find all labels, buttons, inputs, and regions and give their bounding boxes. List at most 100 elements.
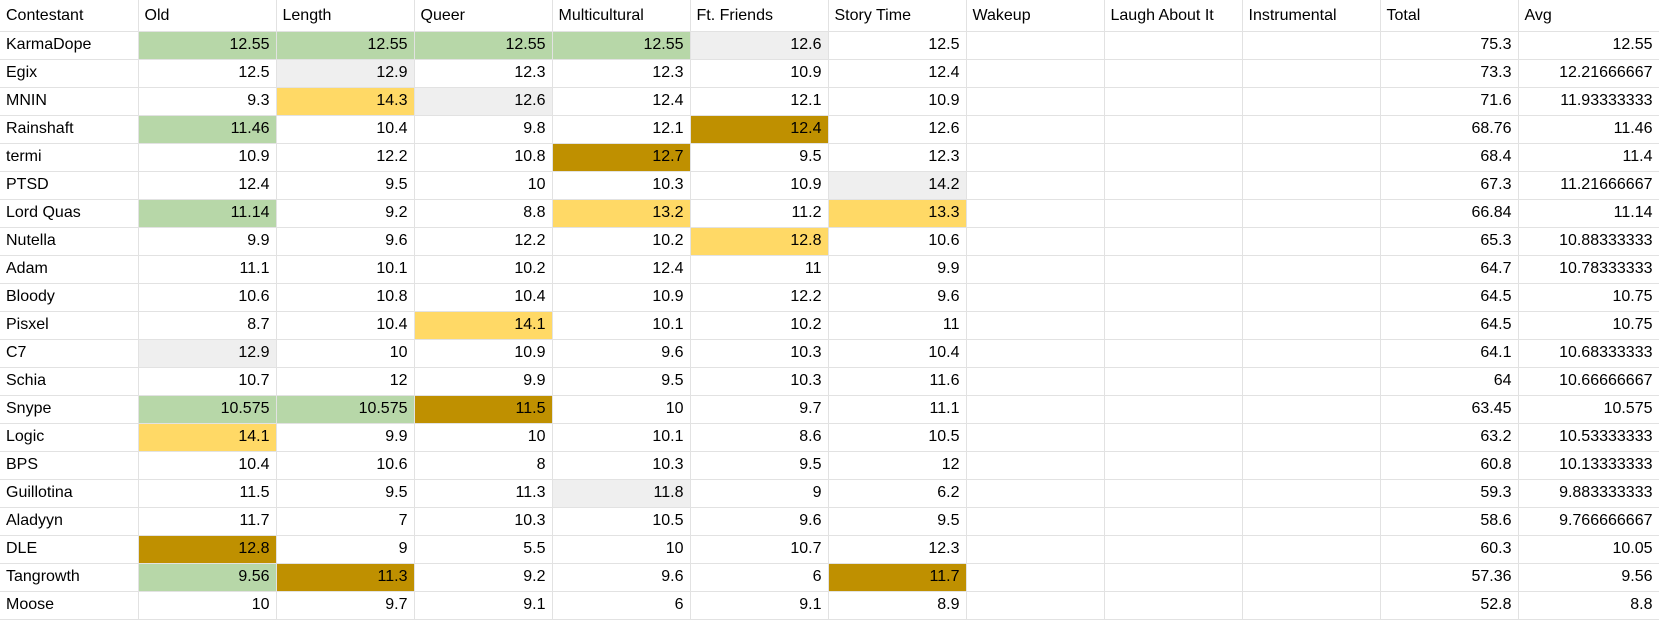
score-cell-multicultural[interactable]: 9.6 xyxy=(552,339,691,368)
score-cell-multicultural[interactable]: 9.5 xyxy=(552,367,691,396)
score-cell-wakeup[interactable] xyxy=(966,255,1105,284)
score-cell-total[interactable]: 64 xyxy=(1380,367,1519,396)
score-cell-ft-friends[interactable]: 12.6 xyxy=(690,31,829,60)
score-cell-story-time[interactable]: 11.7 xyxy=(828,563,967,592)
contestant-name-cell[interactable]: Bloody xyxy=(0,283,139,312)
score-cell-old[interactable]: 11.46 xyxy=(138,115,277,144)
score-cell-avg[interactable]: 9.766666667 xyxy=(1518,507,1659,536)
score-cell-avg[interactable]: 11.21666667 xyxy=(1518,171,1659,200)
score-cell-ft-friends[interactable]: 9.5 xyxy=(690,143,829,172)
score-cell-avg[interactable]: 10.13333333 xyxy=(1518,451,1659,480)
score-cell-length[interactable]: 10.575 xyxy=(276,395,415,424)
score-cell-ft-friends[interactable]: 10.2 xyxy=(690,311,829,340)
score-cell-queer[interactable]: 8.8 xyxy=(414,199,553,228)
score-cell-story-time[interactable]: 10.9 xyxy=(828,87,967,116)
score-cell-instrumental[interactable] xyxy=(1242,87,1381,116)
score-cell-avg[interactable]: 11.4 xyxy=(1518,143,1659,172)
score-cell-avg[interactable]: 10.78333333 xyxy=(1518,255,1659,284)
score-cell-ft-friends[interactable]: 12.2 xyxy=(690,283,829,312)
contestant-name-cell[interactable]: Schia xyxy=(0,367,139,396)
score-cell-old[interactable]: 12.55 xyxy=(138,31,277,60)
score-cell-old[interactable]: 10.575 xyxy=(138,395,277,424)
score-cell-instrumental[interactable] xyxy=(1242,563,1381,592)
score-cell-laugh-about-it[interactable] xyxy=(1104,255,1243,284)
score-cell-wakeup[interactable] xyxy=(966,143,1105,172)
score-cell-wakeup[interactable] xyxy=(966,339,1105,368)
score-cell-ft-friends[interactable]: 10.7 xyxy=(690,535,829,564)
score-cell-instrumental[interactable] xyxy=(1242,423,1381,452)
score-cell-length[interactable]: 10.1 xyxy=(276,255,415,284)
score-cell-length[interactable]: 9.6 xyxy=(276,227,415,256)
score-cell-multicultural[interactable]: 10.5 xyxy=(552,507,691,536)
score-cell-wakeup[interactable] xyxy=(966,199,1105,228)
score-cell-total[interactable]: 65.3 xyxy=(1380,227,1519,256)
score-cell-instrumental[interactable] xyxy=(1242,283,1381,312)
header-cell-avg[interactable]: Avg xyxy=(1518,0,1659,32)
contestant-name-cell[interactable]: Guillotina xyxy=(0,479,139,508)
score-cell-queer[interactable]: 10 xyxy=(414,423,553,452)
score-cell-laugh-about-it[interactable] xyxy=(1104,451,1243,480)
score-cell-total[interactable]: 60.3 xyxy=(1380,535,1519,564)
header-cell-instrumental[interactable]: Instrumental xyxy=(1242,0,1381,32)
score-cell-old[interactable]: 8.7 xyxy=(138,311,277,340)
score-cell-queer[interactable]: 14.1 xyxy=(414,311,553,340)
score-cell-queer[interactable]: 9.2 xyxy=(414,563,553,592)
score-cell-story-time[interactable]: 12.6 xyxy=(828,115,967,144)
score-cell-story-time[interactable]: 10.4 xyxy=(828,339,967,368)
score-cell-old[interactable]: 10.9 xyxy=(138,143,277,172)
score-cell-queer[interactable]: 10.4 xyxy=(414,283,553,312)
score-cell-laugh-about-it[interactable] xyxy=(1104,59,1243,88)
score-cell-length[interactable]: 10.8 xyxy=(276,283,415,312)
contestant-name-cell[interactable]: Aladyyn xyxy=(0,507,139,536)
score-cell-old[interactable]: 11.14 xyxy=(138,199,277,228)
score-cell-laugh-about-it[interactable] xyxy=(1104,423,1243,452)
score-cell-queer[interactable]: 10.8 xyxy=(414,143,553,172)
score-cell-length[interactable]: 11.3 xyxy=(276,563,415,592)
contestant-name-cell[interactable]: KarmaDope xyxy=(0,31,139,60)
score-cell-queer[interactable]: 11.3 xyxy=(414,479,553,508)
score-cell-multicultural[interactable]: 10.1 xyxy=(552,311,691,340)
score-cell-story-time[interactable]: 12.5 xyxy=(828,31,967,60)
score-cell-instrumental[interactable] xyxy=(1242,31,1381,60)
score-cell-queer[interactable]: 10 xyxy=(414,171,553,200)
score-cell-old[interactable]: 10.4 xyxy=(138,451,277,480)
score-cell-queer[interactable]: 12.55 xyxy=(414,31,553,60)
score-cell-length[interactable]: 7 xyxy=(276,507,415,536)
score-cell-wakeup[interactable] xyxy=(966,563,1105,592)
score-cell-total[interactable]: 57.36 xyxy=(1380,563,1519,592)
score-cell-avg[interactable]: 10.68333333 xyxy=(1518,339,1659,368)
header-cell-ft-friends[interactable]: Ft. Friends xyxy=(690,0,829,32)
header-cell-multicultural[interactable]: Multicultural xyxy=(552,0,691,32)
score-cell-old[interactable]: 10.7 xyxy=(138,367,277,396)
score-cell-old[interactable]: 12.4 xyxy=(138,171,277,200)
contestant-name-cell[interactable]: Pisxel xyxy=(0,311,139,340)
score-cell-wakeup[interactable] xyxy=(966,367,1105,396)
score-cell-multicultural[interactable]: 12.4 xyxy=(552,87,691,116)
score-cell-laugh-about-it[interactable] xyxy=(1104,591,1243,620)
score-cell-instrumental[interactable] xyxy=(1242,535,1381,564)
score-cell-story-time[interactable]: 12.3 xyxy=(828,535,967,564)
score-cell-avg[interactable]: 12.21666667 xyxy=(1518,59,1659,88)
score-cell-ft-friends[interactable]: 12.1 xyxy=(690,87,829,116)
score-cell-queer[interactable]: 12.2 xyxy=(414,227,553,256)
score-cell-story-time[interactable]: 10.6 xyxy=(828,227,967,256)
score-cell-instrumental[interactable] xyxy=(1242,171,1381,200)
score-cell-wakeup[interactable] xyxy=(966,451,1105,480)
score-cell-total[interactable]: 68.4 xyxy=(1380,143,1519,172)
score-cell-laugh-about-it[interactable] xyxy=(1104,395,1243,424)
score-cell-instrumental[interactable] xyxy=(1242,367,1381,396)
score-cell-laugh-about-it[interactable] xyxy=(1104,143,1243,172)
score-cell-wakeup[interactable] xyxy=(966,87,1105,116)
score-cell-instrumental[interactable] xyxy=(1242,479,1381,508)
score-cell-instrumental[interactable] xyxy=(1242,591,1381,620)
header-cell-contestant[interactable]: Contestant xyxy=(0,0,139,32)
score-cell-laugh-about-it[interactable] xyxy=(1104,563,1243,592)
score-cell-laugh-about-it[interactable] xyxy=(1104,115,1243,144)
score-cell-length[interactable]: 9.5 xyxy=(276,479,415,508)
score-cell-length[interactable]: 14.3 xyxy=(276,87,415,116)
score-cell-avg[interactable]: 9.883333333 xyxy=(1518,479,1659,508)
score-cell-length[interactable]: 12.55 xyxy=(276,31,415,60)
contestant-name-cell[interactable]: MNIN xyxy=(0,87,139,116)
score-cell-avg[interactable]: 9.56 xyxy=(1518,563,1659,592)
contestant-name-cell[interactable]: DLE xyxy=(0,535,139,564)
